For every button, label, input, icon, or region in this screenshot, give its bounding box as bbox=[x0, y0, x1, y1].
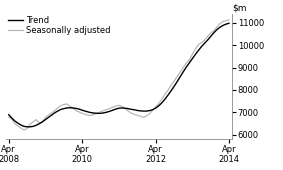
Seasonally adjusted bbox=[227, 19, 231, 21]
Seasonally adjusted bbox=[83, 113, 87, 115]
Seasonally adjusted bbox=[22, 129, 26, 131]
Seasonally adjusted bbox=[59, 105, 63, 107]
Seasonally adjusted bbox=[200, 41, 203, 44]
Trend bbox=[209, 36, 212, 38]
Seasonally adjusted bbox=[7, 116, 10, 118]
Text: $m: $m bbox=[232, 3, 246, 12]
Line: Seasonally adjusted: Seasonally adjusted bbox=[9, 20, 229, 130]
Trend bbox=[120, 107, 124, 109]
Trend bbox=[7, 114, 10, 116]
Trend bbox=[59, 108, 63, 111]
Trend bbox=[200, 46, 203, 48]
Trend bbox=[194, 53, 197, 55]
Seasonally adjusted bbox=[194, 48, 197, 50]
Seasonally adjusted bbox=[120, 105, 124, 107]
Seasonally adjusted bbox=[209, 32, 212, 34]
Trend bbox=[25, 126, 29, 128]
Trend bbox=[83, 110, 87, 112]
Line: Trend: Trend bbox=[9, 23, 229, 127]
Legend: Trend, Seasonally adjusted: Trend, Seasonally adjusted bbox=[7, 15, 112, 36]
Trend bbox=[227, 22, 231, 24]
